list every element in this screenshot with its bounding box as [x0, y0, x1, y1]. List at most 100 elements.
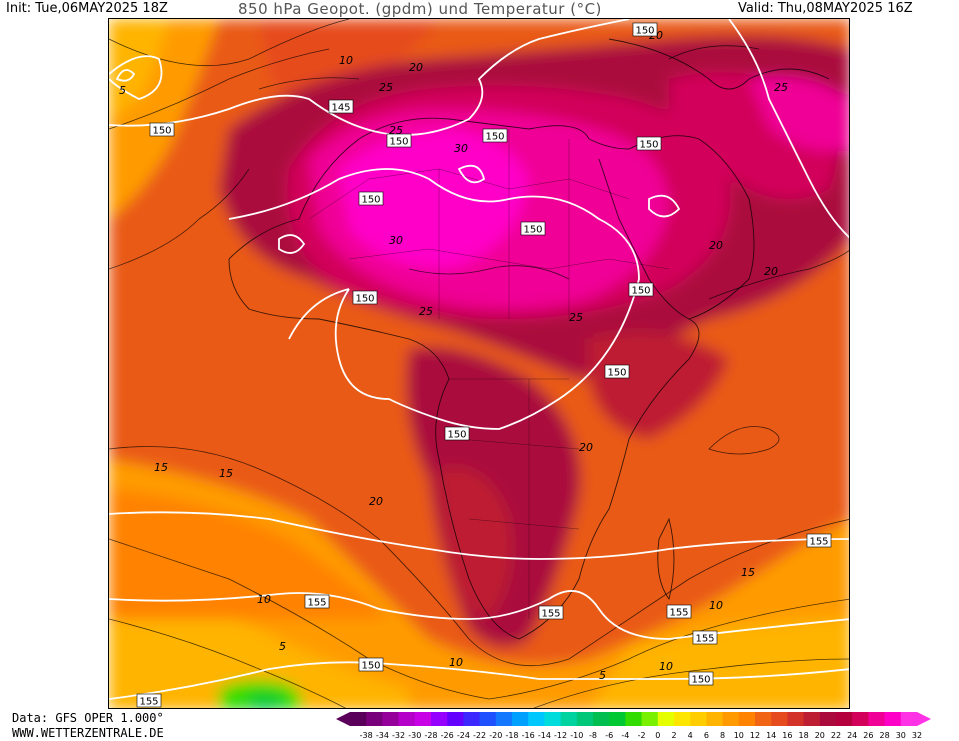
scale-tick-label: 30: [896, 731, 906, 740]
geopotential-label: 155: [136, 693, 162, 708]
isotherm-label: 25: [569, 311, 583, 324]
scale-tick-label: 22: [831, 731, 841, 740]
scale-tick-label: -10: [570, 731, 583, 740]
geopotential-label: 150: [386, 133, 412, 148]
svg-text:150: 150: [152, 126, 171, 137]
scale-tick-label: -18: [505, 731, 518, 740]
coastlines: [228, 38, 830, 640]
geopotential-label: 150: [632, 22, 658, 37]
svg-text:150: 150: [361, 195, 380, 206]
scale-swatch: [819, 712, 837, 726]
data-source: Data: GFS OPER 1.000°: [12, 711, 164, 725]
borders: [308, 129, 670, 619]
scale-swatch: [544, 712, 562, 726]
geopotential-label: 150: [149, 122, 175, 137]
valid-time: Valid: Thu,08MAY2025 16Z: [738, 1, 913, 16]
scale-tick-label: -16: [522, 731, 535, 740]
isotherm-label: 5: [279, 640, 286, 653]
init-time: Init: Tue,06MAY2025 18Z: [6, 1, 168, 16]
svg-text:150: 150: [389, 137, 408, 148]
isotherm-label: 20: [579, 441, 593, 454]
geopotential-label: 155: [538, 605, 564, 620]
scale-swatch: [852, 712, 869, 726]
scale-swatch: [690, 712, 707, 726]
isotherm-label: 10: [659, 660, 673, 673]
scale-swatch: [755, 712, 772, 726]
scale-swatch: [625, 712, 643, 726]
isotherms: [109, 19, 849, 708]
isotherm-label: 25: [774, 81, 788, 94]
scale-tick-label: 28: [880, 731, 890, 740]
scale-arrow-right: [917, 712, 931, 726]
isotherm-label: 10: [709, 599, 723, 612]
scale-tick-label: -20: [489, 731, 502, 740]
scale-swatch: [674, 712, 691, 726]
scale-tick-label: 26: [863, 731, 873, 740]
scale-swatch: [593, 712, 610, 726]
isotherm-label: 5: [119, 84, 126, 97]
isotherm-label: 20: [409, 61, 423, 74]
scale-swatch: [738, 712, 756, 726]
geopotential-label: 150: [358, 191, 384, 206]
chart-title: 850 hPa Geopot. (gpdm) und Temperatur (°…: [238, 0, 602, 18]
isotherm-label: 5: [599, 669, 606, 682]
scale-swatch: [350, 712, 367, 726]
scale-tick-label: 8: [720, 731, 725, 740]
isotherm-label: 25: [419, 305, 433, 318]
scale-swatch: [868, 712, 886, 726]
scale-tick-label: -12: [554, 731, 567, 740]
scale-tick-label: 18: [799, 731, 809, 740]
scale-tick-label: 14: [766, 731, 776, 740]
scale-tick-label: 16: [782, 731, 792, 740]
scale-tick-label: 10: [734, 731, 744, 740]
geopotential-label: 150: [482, 128, 508, 143]
svg-text:150: 150: [485, 132, 504, 143]
svg-text:155: 155: [695, 634, 714, 645]
geopotential-label: 150: [444, 426, 470, 441]
scale-tick-label: 20: [815, 731, 825, 740]
geopotential-label: 150: [352, 290, 378, 305]
svg-text:150: 150: [639, 140, 658, 151]
scale-tick-label: -14: [538, 731, 551, 740]
geopotential-label: 150: [628, 282, 654, 297]
scale-tick-label: -22: [473, 731, 486, 740]
scale-tick-label: -32: [392, 731, 405, 740]
isotherm-label: 25: [379, 81, 393, 94]
geopotential-label: 155: [806, 533, 832, 548]
scale-swatch: [431, 712, 448, 726]
website-url: WWW.WETTERZENTRALE.DE: [12, 726, 164, 740]
svg-text:150: 150: [447, 430, 466, 441]
geopotential-label: 150: [604, 364, 630, 379]
scale-swatch: [722, 712, 740, 726]
isotherm-label: 10: [339, 54, 353, 67]
isotherm-label: 20: [764, 265, 778, 278]
scale-swatch: [576, 712, 594, 726]
geopotential-label: 150: [636, 136, 662, 151]
svg-text:150: 150: [691, 675, 710, 686]
scale-tick-label: -8: [589, 731, 597, 740]
svg-text:150: 150: [607, 368, 626, 379]
scale-tick-label: -2: [638, 731, 646, 740]
scale-tick-label: 24: [847, 731, 857, 740]
scale-tick-label: -28: [424, 731, 437, 740]
geopotential-label: 150: [358, 657, 384, 672]
svg-text:155: 155: [809, 537, 828, 548]
svg-text:155: 155: [669, 608, 688, 619]
scale-tick-label: -30: [408, 731, 421, 740]
isotherm-label: 20: [709, 239, 723, 252]
svg-text:150: 150: [523, 225, 542, 236]
isotherm-label: 15: [154, 461, 168, 474]
scale-swatch: [528, 712, 545, 726]
scale-swatch: [706, 712, 724, 726]
scale-swatch: [771, 712, 788, 726]
isotherm-label: 15: [219, 467, 233, 480]
isotherm-label: 10: [449, 656, 463, 669]
scale-tick-label: -6: [605, 731, 613, 740]
scale-tick-label: 32: [912, 731, 922, 740]
scale-swatch: [479, 712, 497, 726]
isotherm-label: 15: [741, 566, 755, 579]
geopotential-label: 155: [666, 604, 692, 619]
weather-map: 5102025253030252520202520201515201510105…: [108, 18, 850, 709]
scale-swatch: [803, 712, 821, 726]
scale-arrow-left: [336, 712, 350, 726]
